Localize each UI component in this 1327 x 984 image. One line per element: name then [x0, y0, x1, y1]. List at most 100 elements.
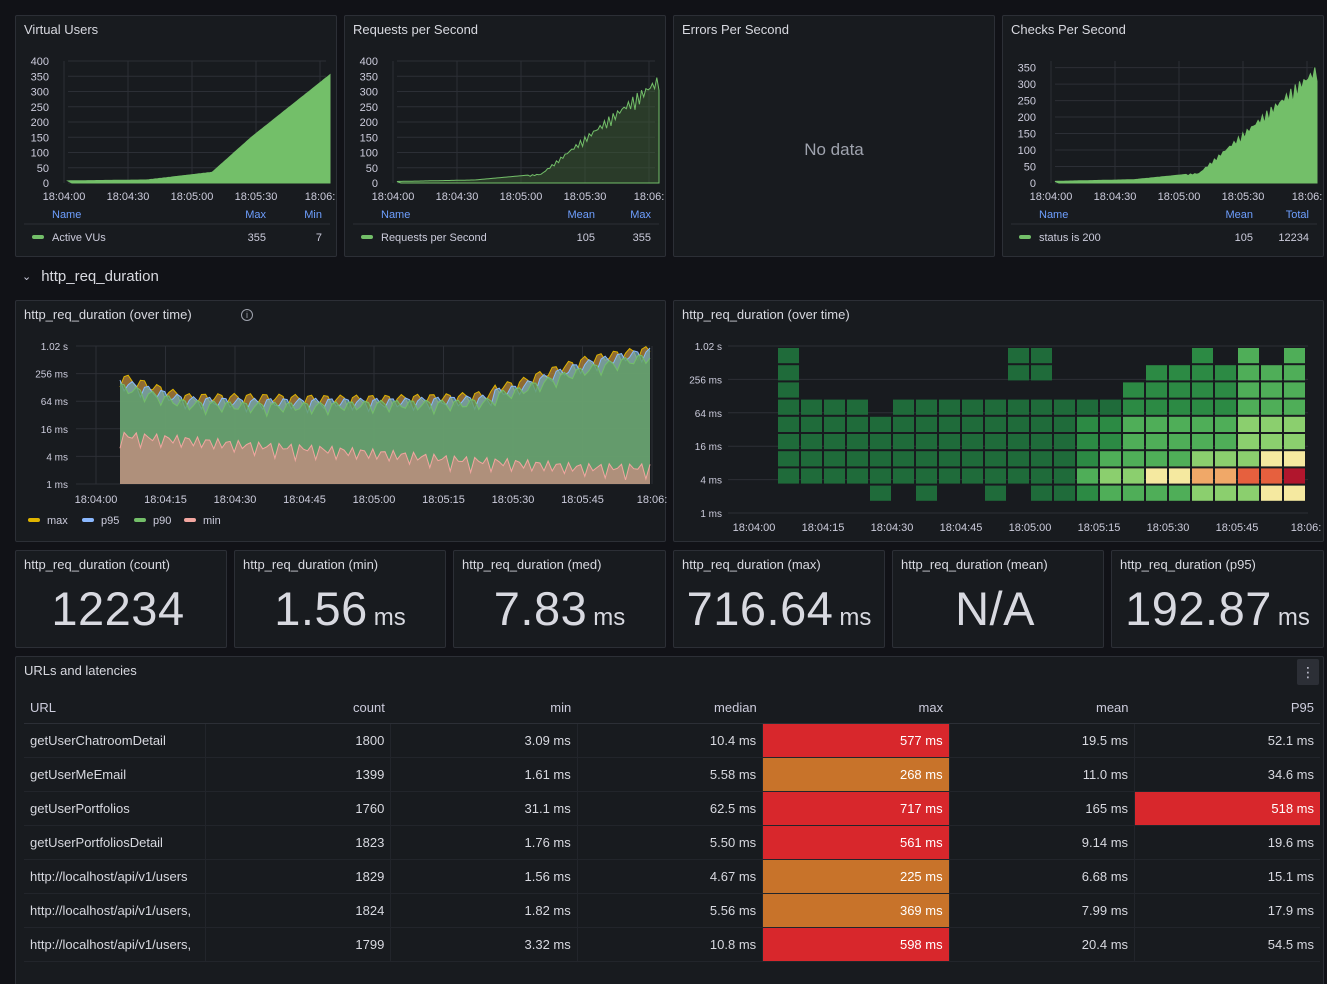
heatmap-cell	[939, 416, 960, 432]
cell-min: 31.1 ms	[390, 791, 578, 826]
table-row[interactable]: getUserMeEmail 1399 1.61 ms 5.58 ms 268 ms 11…	[24, 757, 1320, 792]
cell-max: 561 ms	[762, 825, 950, 860]
y-tick-label: 350	[360, 71, 378, 83]
x-tick-label: 18:05:30	[1222, 191, 1265, 203]
stat-p95-panel[interactable]: http_req_duration (p95) 192.87 ms	[1111, 550, 1324, 648]
duration-timeseries-panel[interactable]: http_req_duration (over time) i 1.02 s 25…	[15, 300, 667, 542]
cell-mean: 7.99 ms	[949, 893, 1136, 928]
heatmap-cell	[847, 434, 868, 450]
column-header-count[interactable]: count	[205, 693, 391, 724]
cell-count: 1829	[205, 859, 392, 894]
heatmap-cell	[893, 451, 914, 467]
no-data-label: No data	[804, 140, 864, 159]
heatmap-cell	[985, 485, 1006, 501]
heatmap-cell	[1077, 468, 1098, 484]
column-header-max[interactable]: max	[762, 693, 950, 724]
column-header-mean[interactable]: mean	[949, 693, 1135, 724]
heatmap-cell	[801, 451, 822, 467]
info-icon[interactable]: i	[241, 309, 253, 321]
table-row[interactable]: getUserPortfolios 1760 31.1 ms 62.5 ms 717 m…	[24, 791, 1320, 826]
stat-med-panel[interactable]: http_req_duration (med) 7.83 ms	[453, 550, 666, 648]
heatmap-cell	[1008, 451, 1029, 467]
heatmap-cell	[1100, 468, 1121, 484]
stat-mean-panel[interactable]: http_req_duration (mean) N/A	[892, 550, 1104, 648]
heatmap-cell	[1238, 451, 1259, 467]
heatmap-cell	[1261, 468, 1282, 484]
errors-panel[interactable]: Errors Per Second No data	[673, 15, 995, 257]
table-row[interactable]: getUserChatroomDetail 1800 3.09 ms 10.4 ms 5…	[24, 723, 1320, 758]
heatmap-cell	[847, 451, 868, 467]
virtual-users-panel[interactable]: Virtual Users 400 350 300 250 200 150 100 50 0 18…	[15, 15, 337, 257]
table-header-row: URL count min median max mean P95	[24, 693, 1320, 724]
row-collapse-toggle[interactable]: ⌄ http_req_duration	[22, 268, 159, 285]
area-series-active-vus	[66, 73, 331, 184]
legend-header-name: Name	[52, 209, 81, 221]
stat-number: 192.87	[1125, 582, 1272, 635]
heatmap-cell	[985, 416, 1006, 432]
cell-median: 5.50 ms	[577, 825, 764, 860]
heatmap-cell	[1215, 451, 1236, 467]
y-tick-label: 200	[31, 117, 49, 129]
cell-p95: 54.5 ms	[1134, 927, 1320, 962]
legend-label-min: min	[203, 515, 221, 527]
legend-swatch	[32, 235, 44, 239]
heatmap-cell	[1192, 399, 1213, 415]
row-title: http_req_duration	[41, 268, 159, 285]
heatmap-cell	[1077, 451, 1098, 467]
heatmap-cell	[1100, 434, 1121, 450]
heatmap-cell	[962, 399, 983, 415]
table-row[interactable]: http://localhost/api/v1/users, 1824 1.82 m…	[24, 893, 1320, 928]
x-tick-label: 18:05:00	[1158, 191, 1201, 203]
y-tick-label: 300	[1018, 79, 1036, 91]
heatmap-cell	[1284, 468, 1305, 484]
heatmap-cell	[1215, 434, 1236, 450]
rps-panel[interactable]: Requests per Second 400 350 300 250 200 150 10…	[344, 15, 666, 257]
heatmap-cell	[1169, 485, 1190, 501]
duration-heatmap-panel[interactable]: http_req_duration (over time) 1.02 s 256 …	[673, 300, 1324, 542]
table-row[interactable]: http://localhost/api/v1/users, 1799 3.32 m…	[24, 927, 1320, 962]
heatmap-cell	[1054, 399, 1075, 415]
panel-menu-button[interactable]: ⋮	[1297, 659, 1319, 685]
urls-latencies-panel[interactable]: URLs and latencies ⋮ URL count min media…	[15, 656, 1324, 984]
panel-title: http_req_duration (over time)	[682, 307, 850, 322]
heatmap-cell	[1031, 434, 1052, 450]
panel-title: Errors Per Second	[682, 22, 789, 37]
column-header-min[interactable]: min	[390, 693, 578, 724]
cell-mean: 165 ms	[949, 791, 1136, 826]
legend-stat1-value: 355	[248, 232, 266, 244]
cell-median: 4.67 ms	[577, 859, 764, 894]
x-tick-label: 18:05:15	[422, 494, 465, 506]
heatmap-cell	[1215, 468, 1236, 484]
y-tick-label: 300	[360, 87, 378, 99]
heatmap-cell	[1123, 468, 1144, 484]
heatmap-cell	[1215, 416, 1236, 432]
column-header-url[interactable]: URL	[24, 693, 206, 724]
heatmap-cell	[1054, 434, 1075, 450]
x-tick-label: 18:06:	[634, 191, 665, 203]
line-series-min	[119, 431, 651, 481]
column-header-p95[interactable]: P95	[1134, 693, 1320, 724]
table-row[interactable]: http://localhost/api/v1/users 1829 1.56 ms…	[24, 859, 1320, 894]
x-tick-label: 18:04:00	[733, 522, 776, 534]
heatmap-cell	[893, 434, 914, 450]
heatmap-cell	[893, 399, 914, 415]
column-header-median[interactable]: median	[577, 693, 763, 724]
cell-median: 5.58 ms	[577, 757, 764, 792]
stat-max-panel[interactable]: http_req_duration (max) 716.64 ms	[673, 550, 885, 648]
heatmap-cell	[1077, 434, 1098, 450]
stat-min-panel[interactable]: http_req_duration (min) 1.56 ms	[234, 550, 446, 648]
area-series-status-is-200	[1054, 67, 1318, 184]
heatmap-cell	[1169, 399, 1190, 415]
y-tick-label: 350	[31, 71, 49, 83]
duration-heatmap: 1.02 s 256 ms 64 ms 16 ms 4 ms 1 ms 18:04:00 18…	[689, 342, 1321, 534]
cell-mean: 19.5 ms	[949, 723, 1136, 758]
y-tick-label: 100	[360, 148, 378, 160]
stat-count-panel[interactable]: http_req_duration (count) 12234	[15, 550, 227, 648]
y-tick-label: 50	[1024, 162, 1036, 174]
y-tick-label: 4 ms	[700, 476, 722, 487]
table-row[interactable]: getUserPortfoliosDetail 1823 1.76 ms 5.50 m…	[24, 825, 1320, 860]
checks-panel[interactable]: Checks Per Second 350 300 250 200 150 100 50 0 1…	[1002, 15, 1324, 257]
heatmap-cell	[985, 451, 1006, 467]
y-tick-label: 16 ms	[41, 425, 68, 436]
heatmap-cell	[1215, 365, 1236, 381]
